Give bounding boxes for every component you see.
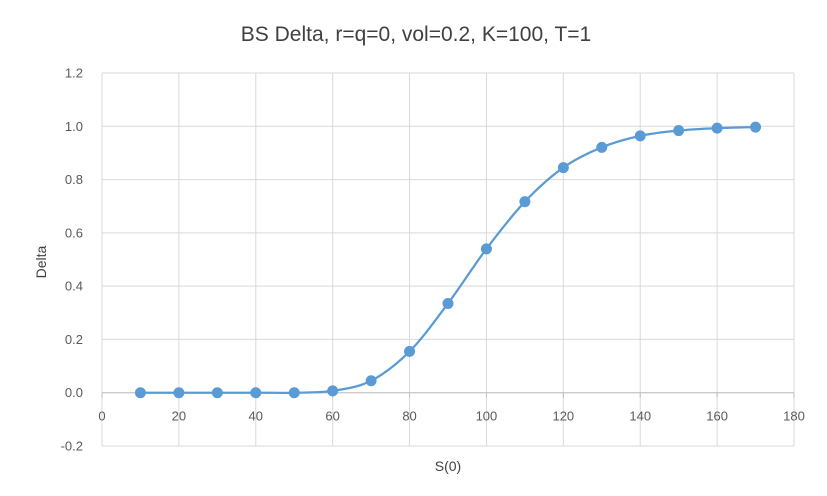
x-tick-label: 40: [249, 409, 263, 424]
data-point: [596, 141, 608, 153]
gridlines: [101, 72, 795, 447]
y-tick-labels: -0.2 0.0 0.2 0.4 0.6 0.8 1.0 1.2: [61, 66, 83, 454]
y-tick-label: 1.2: [65, 66, 83, 81]
data-point: [404, 345, 416, 357]
series-line: [140, 125, 756, 394]
y-axis-title: Delta: [33, 245, 49, 278]
y-tick-label: 0.4: [65, 279, 83, 294]
x-tick-label: 100: [476, 409, 498, 424]
data-point: [673, 125, 685, 137]
x-axis-title: S(0): [435, 458, 461, 474]
data-point: [634, 130, 646, 142]
data-point: [750, 121, 762, 133]
data-point: [288, 387, 300, 399]
y-tick-label: 1.0: [65, 119, 83, 134]
data-point: [557, 162, 569, 174]
data-point: [173, 387, 185, 399]
x-tick-label: 20: [172, 409, 186, 424]
y-tick-label: 0.2: [65, 332, 83, 347]
y-tick-label: 0.0: [65, 385, 83, 400]
x-tick-label: 180: [783, 409, 805, 424]
y-tick-label: -0.2: [61, 439, 83, 454]
data-point: [327, 385, 339, 397]
x-tick-label: 120: [552, 409, 574, 424]
series-layer: [134, 121, 762, 399]
data-point: [365, 375, 377, 387]
x-tick-label: 0: [98, 409, 105, 424]
y-tick-label: 0.8: [65, 172, 83, 187]
data-point: [480, 243, 492, 255]
x-tick-label: 80: [402, 409, 416, 424]
data-point: [519, 196, 531, 208]
data-point: [442, 297, 454, 309]
data-point: [211, 387, 223, 399]
y-tick-label: 0.6: [65, 225, 83, 240]
x-tick-label: 60: [325, 409, 339, 424]
data-point: [711, 122, 723, 134]
data-point: [134, 387, 146, 399]
x-tick-label: 160: [706, 409, 728, 424]
x-tick-labels: 0 20 40 60 80 100 120 140 160 180: [98, 409, 804, 424]
data-point: [250, 387, 262, 399]
x-tick-label: 140: [629, 409, 651, 424]
chart-title: BS Delta, r=q=0, vol=0.2, K=100, T=1: [241, 23, 591, 46]
